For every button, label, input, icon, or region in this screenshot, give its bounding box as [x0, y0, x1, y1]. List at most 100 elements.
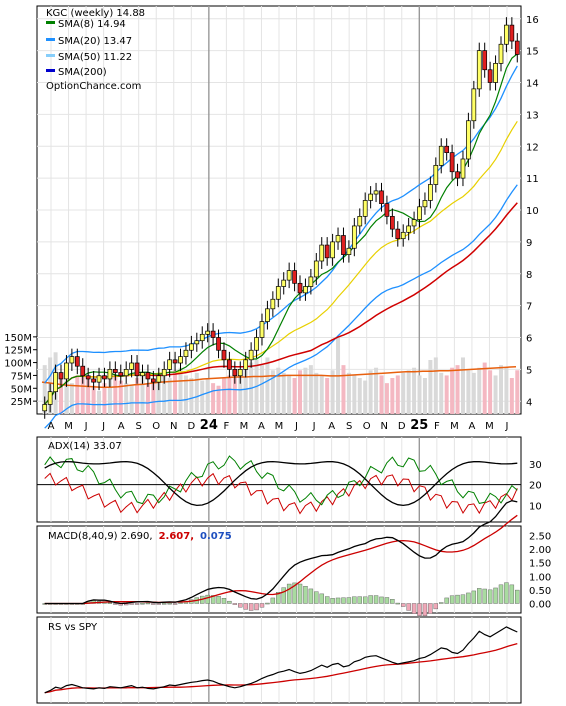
volume-sma-line [41, 365, 517, 389]
macd-histogram-bar [417, 603, 422, 616]
volume-bar [450, 367, 455, 414]
candle-body [248, 349, 254, 361]
indicator-lines [41, 53, 518, 694]
macd-histogram-bar [227, 600, 232, 604]
x-tick-label: J [505, 421, 509, 432]
candle-body [80, 365, 86, 377]
volume-bar [276, 367, 281, 414]
volume-bar [439, 372, 444, 414]
candle-body [346, 247, 352, 255]
x-tick-label: F [434, 421, 440, 432]
candle-body [123, 369, 129, 377]
macd-histogram-bar [466, 592, 471, 604]
candle-body [422, 200, 428, 208]
volume-tick-label: 100M [4, 359, 32, 370]
legend-swatch-sma200 [46, 69, 55, 72]
macd-histogram-bar [330, 598, 335, 604]
candle-body [74, 356, 80, 367]
candle-body [357, 216, 363, 227]
candle-body [221, 349, 227, 361]
macd-histogram-bar [238, 603, 243, 608]
macd-histogram-bar [384, 597, 390, 604]
volume-bar [504, 367, 509, 414]
candle-body [69, 356, 75, 364]
volume-bar [59, 372, 64, 414]
volume-bar [281, 372, 286, 414]
candle-body [308, 276, 314, 287]
volume-bar [466, 370, 471, 414]
macd-histogram-bar [444, 597, 449, 604]
volume-bar [357, 378, 362, 414]
volume-bar [91, 385, 96, 414]
candle-body [444, 145, 450, 153]
macd-histogram-bar [341, 597, 346, 604]
volume-bar [243, 367, 248, 414]
candle-body [324, 244, 330, 259]
candle-body [47, 391, 53, 405]
adx-line [44, 460, 518, 507]
macd-histogram-bar [308, 588, 314, 604]
volume-bar [167, 378, 172, 414]
x-tick-label: 24 [200, 418, 218, 433]
candle-body [368, 193, 373, 201]
macd-histogram-bar [504, 582, 509, 604]
volume-bar [107, 378, 112, 414]
price-tick-label: 15 [526, 47, 539, 58]
candle-body [85, 375, 91, 380]
candle-body [330, 241, 335, 259]
candle-body [466, 120, 471, 160]
candle-body [498, 43, 504, 64]
macd-histogram-bar [460, 594, 466, 604]
volume-tick-label: 50M [11, 384, 32, 395]
volume-bar [97, 390, 102, 414]
x-tick-label: A [48, 421, 55, 432]
candle-body [254, 337, 259, 351]
volume-bar [412, 367, 417, 414]
candle-body [129, 362, 134, 370]
x-tick-label: S [346, 421, 352, 432]
candle-body [156, 375, 162, 383]
x-tick-label: N [170, 421, 177, 432]
x-tick-label: S [136, 421, 142, 432]
volume-bar [173, 370, 178, 414]
macd-histogram-bar [129, 603, 134, 605]
candle-body [319, 244, 325, 262]
macd-histogram-bar [162, 603, 167, 605]
candle-body [167, 359, 172, 370]
symbol-label: KGC (weekly) 14.88 [46, 8, 145, 19]
adx-tick-label: 20 [529, 481, 542, 492]
volume-bar [390, 378, 395, 414]
volume-bar [314, 372, 319, 414]
volume-bar [211, 383, 216, 414]
candle-body [417, 206, 422, 220]
volume-bar [80, 367, 85, 414]
candle-body [335, 235, 341, 243]
x-tick-label: N [380, 421, 387, 432]
volume-bar [384, 383, 389, 414]
volume-bar [406, 370, 411, 414]
volume-bar [145, 383, 150, 414]
volume-bar [455, 365, 460, 414]
candle-body [281, 279, 287, 287]
macd-signal-value: 2.607, [159, 531, 194, 542]
macd-histogram-bar [265, 602, 270, 605]
macd-histogram-bar [433, 603, 439, 610]
volume-bar [308, 365, 313, 414]
macd-histogram-bar [449, 595, 455, 604]
macd-histogram-bar [248, 603, 254, 611]
x-tick-label: M [485, 421, 494, 432]
volume-bar [460, 357, 465, 414]
macd-histogram-bar [346, 597, 352, 604]
macd-histogram-bar [270, 597, 276, 604]
volume-bar [162, 372, 167, 414]
macd-histogram-bar [335, 597, 341, 604]
x-tick-label: J [101, 421, 105, 432]
candle-body [91, 378, 96, 383]
macd-histogram-bar [477, 588, 482, 604]
candle-body [292, 270, 297, 284]
candle-body [145, 372, 151, 380]
volume-bar [178, 367, 183, 414]
volume-bar [346, 372, 351, 414]
macd-hist-value: 0.075 [200, 531, 232, 542]
